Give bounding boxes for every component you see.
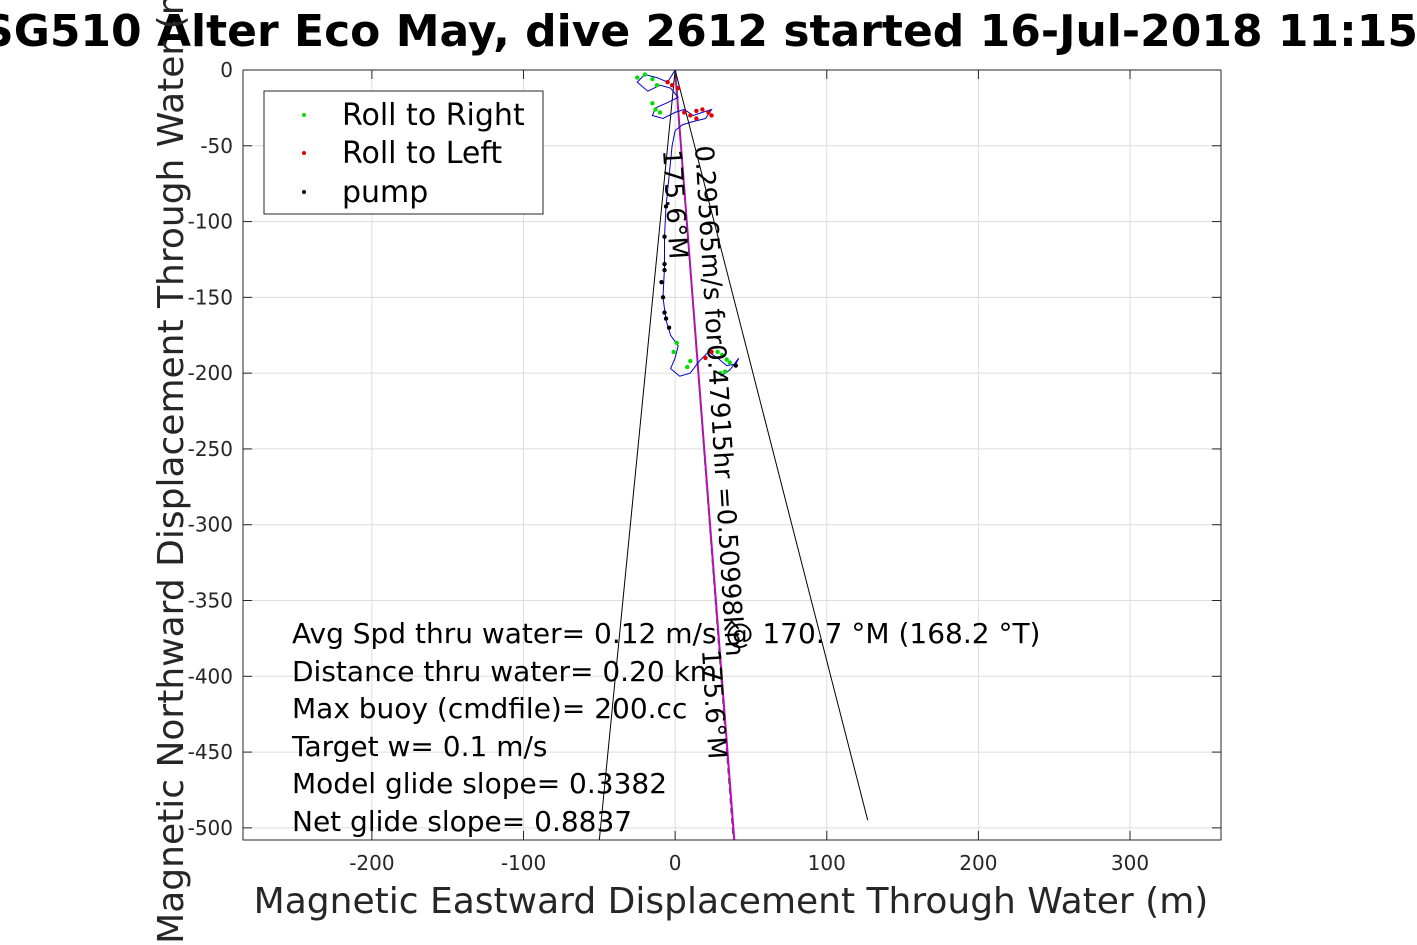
- pump-point: [662, 261, 667, 267]
- roll-left-point: [694, 108, 699, 114]
- y-tick-label: -200: [188, 361, 233, 385]
- legend-marker-roll-left: [302, 151, 306, 155]
- stat-net-glide: Net glide slope= 0.8837: [292, 805, 632, 838]
- roll-right-point: [653, 107, 658, 112]
- roll-left-point: [675, 85, 681, 91]
- roll-right-point: [715, 349, 720, 355]
- roll-right-point: [671, 349, 676, 355]
- y-tick-label: -150: [188, 285, 233, 309]
- legend: Roll to Right Roll to Left pump: [263, 90, 544, 215]
- heading-annotation-bottom: 175.6°M: [695, 649, 732, 761]
- chart-title: SG510 Alter Eco May, dive 2612 started 1…: [0, 6, 1417, 57]
- roll-right-point: [635, 75, 640, 80]
- roll-right-point: [719, 352, 725, 358]
- roll-right-point: [654, 82, 660, 88]
- pump-point: [663, 316, 669, 321]
- roll-right-point: [724, 357, 729, 362]
- heading-line: [674, 69, 736, 841]
- roll-right-point: [674, 340, 679, 346]
- roll-right-point: [642, 72, 648, 77]
- roll-left-point: [709, 113, 714, 118]
- y-tick-label: -350: [188, 589, 233, 613]
- pump-point: [662, 234, 667, 239]
- cone-left: [598, 69, 676, 841]
- legend-label-pump: pump: [342, 175, 428, 210]
- legend-label-roll-left: Roll to Left: [342, 136, 502, 171]
- pump-point: [659, 280, 664, 285]
- stat-model-glide: Model glide slope= 0.3382: [292, 767, 667, 800]
- cone-right: [674, 69, 869, 821]
- roll-left-point: [709, 349, 714, 355]
- pump-point: [733, 363, 738, 368]
- pump-point: [662, 310, 667, 315]
- stats-block: Avg Spd thru water= 0.12 m/s @ 170.7 °M …: [291, 617, 1040, 838]
- pump-point: [660, 295, 666, 300]
- heading-annotation-top: 175.6°M: [656, 149, 693, 261]
- y-tick-label: -400: [188, 664, 233, 688]
- roll-left-point: [703, 355, 708, 361]
- data-points: [635, 72, 738, 376]
- x-axis-label: Magnetic Eastward Displacement Through W…: [254, 881, 1209, 922]
- pump-point: [662, 267, 667, 273]
- x-tick-label: -200: [349, 851, 394, 875]
- roll-left-point: [706, 110, 711, 115]
- roll-left-point: [665, 79, 670, 85]
- roll-right-point: [722, 369, 728, 374]
- x-tick-label: 300: [1111, 851, 1149, 875]
- y-axis-label: Magnetic Northward Displacement Through …: [151, 0, 192, 944]
- roll-left-point: [682, 110, 687, 115]
- roll-right-point: [650, 101, 655, 106]
- x-tick-label: -100: [501, 851, 546, 875]
- x-tick-label: 0: [669, 851, 682, 875]
- roll-right-point: [688, 358, 693, 364]
- glider-track: [636, 69, 740, 377]
- reference-lines: [598, 69, 869, 841]
- roll-right-point: [657, 110, 663, 115]
- y-tick-label: -300: [188, 513, 233, 537]
- axes-box: [242, 69, 1222, 841]
- stat-distance: Distance thru water= 0.20 km: [292, 655, 717, 688]
- x-tick-label: 100: [808, 851, 846, 875]
- legend-box: [263, 90, 544, 215]
- stat-avg-speed: Avg Spd thru water= 0.12 m/s @ 170.7 °M …: [292, 617, 1040, 650]
- stat-target-w: Target w= 0.1 m/s: [291, 730, 548, 763]
- axis-ticks: -200 -100 0 100 200 300 0 -50 -100 -150 -200 -250 -3…: [188, 58, 1221, 875]
- y-tick-label: -250: [188, 437, 233, 461]
- legend-marker-pump: [302, 190, 306, 194]
- y-tick-label: -50: [200, 134, 233, 158]
- y-tick-label: -450: [188, 740, 233, 764]
- stat-max-buoy: Max buoy (cmdfile)= 200.cc: [292, 692, 687, 725]
- legend-label-roll-right: Roll to Right: [342, 98, 525, 133]
- pump-point: [663, 204, 669, 209]
- roll-right-point: [650, 76, 655, 82]
- roll-left-point: [669, 82, 675, 88]
- legend-marker-roll-right: [302, 113, 306, 117]
- roll-left-point: [694, 116, 699, 121]
- roll-left-point: [688, 113, 693, 118]
- roll-right-point: [718, 370, 723, 376]
- roll-right-point: [685, 364, 690, 370]
- y-tick-label: -100: [188, 210, 233, 234]
- roll-left-point: [700, 107, 705, 112]
- current-line: [674, 69, 734, 836]
- pump-point: [666, 325, 672, 330]
- roll-right-point: [727, 360, 732, 365]
- y-tick-label: 0: [220, 58, 233, 82]
- y-tick-label: -500: [188, 816, 233, 840]
- x-tick-label: 200: [959, 851, 997, 875]
